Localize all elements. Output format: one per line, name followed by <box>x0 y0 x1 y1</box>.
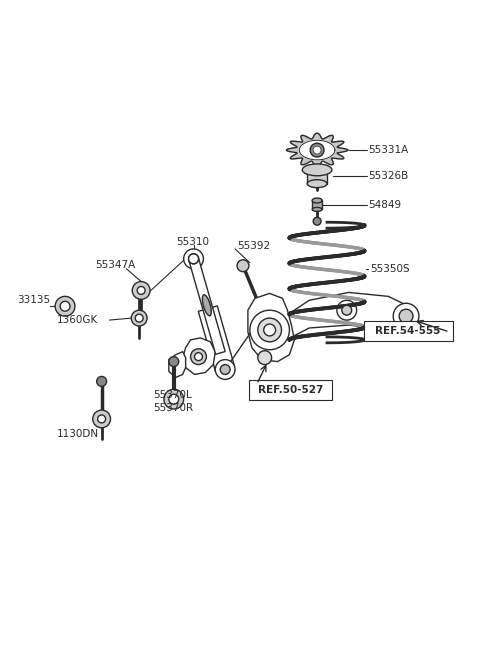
Polygon shape <box>287 133 348 167</box>
Text: 55370R: 55370R <box>153 403 193 413</box>
Circle shape <box>191 348 206 365</box>
Polygon shape <box>275 292 413 342</box>
Circle shape <box>60 301 70 311</box>
Circle shape <box>194 352 203 361</box>
Text: 55392: 55392 <box>237 241 270 251</box>
Circle shape <box>135 314 143 322</box>
Ellipse shape <box>312 208 322 212</box>
Circle shape <box>189 254 199 264</box>
Circle shape <box>184 249 204 269</box>
Polygon shape <box>248 293 294 362</box>
Circle shape <box>313 146 321 154</box>
Text: 55370L: 55370L <box>153 390 192 400</box>
Circle shape <box>399 309 413 323</box>
Circle shape <box>220 365 230 375</box>
Polygon shape <box>183 338 216 375</box>
Text: REF.54-555: REF.54-555 <box>375 326 441 336</box>
Circle shape <box>264 324 276 336</box>
Ellipse shape <box>312 198 322 203</box>
Circle shape <box>337 301 357 320</box>
Text: 55326B: 55326B <box>369 171 409 181</box>
Circle shape <box>93 410 110 428</box>
Circle shape <box>216 360 235 379</box>
Circle shape <box>264 324 276 336</box>
Circle shape <box>169 357 179 367</box>
Circle shape <box>310 143 324 157</box>
Circle shape <box>237 260 249 272</box>
Ellipse shape <box>203 295 211 316</box>
Circle shape <box>96 377 107 386</box>
FancyBboxPatch shape <box>363 321 453 341</box>
Text: 55331A: 55331A <box>369 145 409 155</box>
Circle shape <box>137 286 145 294</box>
Text: REF.50-527: REF.50-527 <box>258 385 323 395</box>
Circle shape <box>258 350 272 365</box>
Ellipse shape <box>307 179 327 187</box>
Polygon shape <box>307 170 327 183</box>
Circle shape <box>97 415 106 423</box>
Circle shape <box>250 310 289 350</box>
Ellipse shape <box>189 254 199 264</box>
Circle shape <box>55 296 75 316</box>
Text: 55350S: 55350S <box>371 264 410 274</box>
Circle shape <box>258 318 281 342</box>
Ellipse shape <box>302 164 332 176</box>
Circle shape <box>342 305 352 315</box>
Polygon shape <box>169 352 186 377</box>
Circle shape <box>164 389 184 409</box>
Text: 1130DN: 1130DN <box>57 429 99 439</box>
Text: 55310: 55310 <box>176 237 209 247</box>
Polygon shape <box>312 200 322 210</box>
Polygon shape <box>198 306 235 372</box>
Polygon shape <box>300 140 335 160</box>
Circle shape <box>131 310 147 326</box>
Circle shape <box>393 303 419 329</box>
Circle shape <box>189 254 199 264</box>
Text: 54849: 54849 <box>369 200 402 210</box>
Circle shape <box>169 394 179 404</box>
Text: 55347A: 55347A <box>95 260 135 270</box>
Polygon shape <box>189 257 225 354</box>
Text: 33135: 33135 <box>18 295 51 305</box>
FancyBboxPatch shape <box>249 381 332 400</box>
Circle shape <box>132 282 150 299</box>
Circle shape <box>313 217 321 225</box>
Text: 1360GK: 1360GK <box>57 315 98 325</box>
